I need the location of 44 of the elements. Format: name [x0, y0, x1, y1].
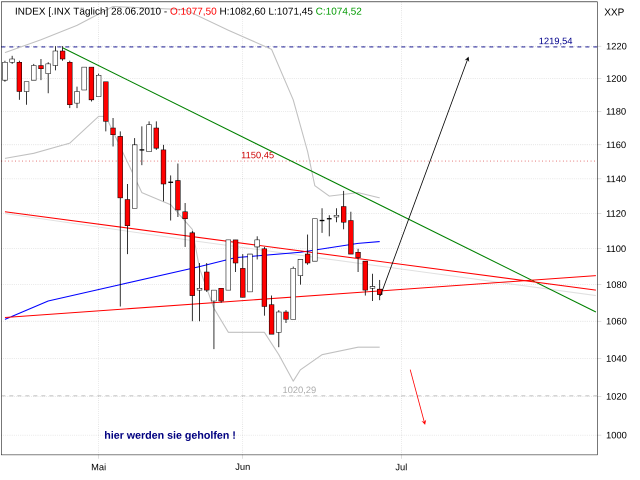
candlestick — [38, 58, 44, 81]
candlestick — [31, 64, 36, 81]
annotation: H:1082,60 — [220, 8, 266, 16]
candlestick — [24, 81, 30, 106]
annotation: C:1074,52 — [316, 8, 362, 16]
x-tick-label: Mai — [92, 463, 106, 470]
line-series — [4, 6, 380, 198]
line-series — [4, 241, 380, 320]
candlestick — [168, 175, 174, 221]
candlestick — [138, 126, 145, 166]
y-tick-label: 1060 — [606, 318, 626, 324]
candlestick — [196, 262, 202, 322]
line-series — [4, 116, 380, 382]
candlestick — [74, 86, 80, 108]
candlestick — [110, 118, 116, 147]
candlestick — [60, 46, 66, 62]
text: INDEX [.INX Täglich] 28.06.2010 - — [16, 7, 167, 17]
candlestick — [370, 273, 376, 302]
y-tick-label: 1200 — [606, 75, 626, 82]
ref-line-label: 1020,29 — [283, 386, 316, 394]
candlestick — [334, 208, 340, 223]
annotation: hier werden sie geholfen ! — [105, 430, 235, 441]
candlestick — [232, 239, 238, 272]
y-tick-label: 1080 — [606, 281, 626, 288]
candlestick — [355, 248, 361, 272]
candlestick — [254, 236, 260, 260]
y-tick-label: 1100 — [606, 245, 626, 252]
y-tick-label: 1220 — [606, 42, 626, 50]
annotation: O:1077,50 — [170, 8, 216, 16]
candlestick — [326, 214, 332, 237]
y-tick-label: 1160 — [606, 142, 626, 148]
y-tick-label: 1020 — [606, 393, 626, 400]
y-tick-label: 1000 — [606, 432, 626, 438]
y-tick-label: 1040 — [606, 355, 626, 362]
text: XXP — [604, 8, 624, 16]
ref-line-label: 1219,54 — [539, 38, 572, 46]
annotation: L:1071,45 — [269, 8, 312, 16]
x-tick-label: Jun — [235, 463, 250, 470]
y-tick-label: 1180 — [606, 108, 626, 115]
candlestick — [283, 310, 289, 324]
y-tick-label: 1140 — [606, 176, 626, 182]
y-tick-label: 1120 — [606, 210, 626, 217]
ref-line-label: 1150,45 — [242, 152, 274, 160]
x-tick-label: Jul — [395, 463, 407, 470]
